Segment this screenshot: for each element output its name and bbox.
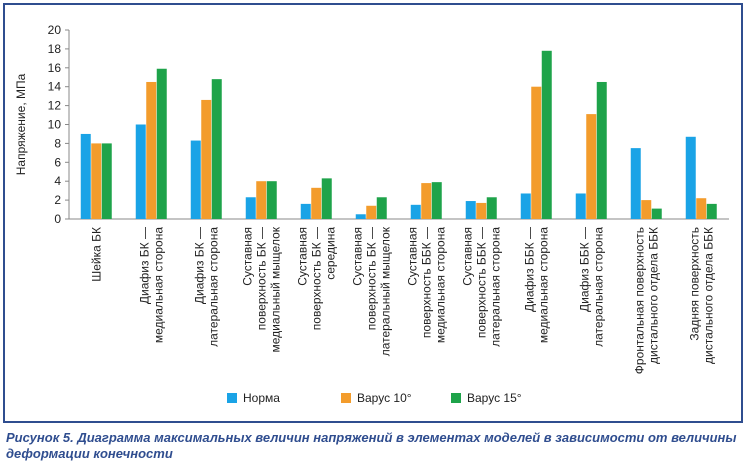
category-label: поверхность БК — <box>365 227 379 330</box>
bar-1-12 <box>685 136 696 219</box>
category-label: Фронтальная поверхность <box>633 227 647 374</box>
bar-2-10 <box>586 114 597 219</box>
bar-2-11 <box>641 200 652 219</box>
bar-1-2 <box>135 124 146 219</box>
category-label: Задняя поверхность <box>688 227 702 341</box>
bar-3-10 <box>596 81 607 219</box>
y-tick-label: 4 <box>54 174 61 188</box>
y-tick-label: 6 <box>54 155 61 169</box>
bar-3-5 <box>321 178 332 219</box>
y-tick-label: 16 <box>48 61 62 75</box>
category-label: Суставная <box>241 227 255 286</box>
legend-label: Норма <box>243 391 280 405</box>
bar-2-6 <box>366 205 377 219</box>
y-tick-label: 14 <box>48 80 62 94</box>
legend-label: Варус 10° <box>357 391 412 405</box>
category-label: Суставная <box>296 227 310 286</box>
category-label: медиальная сторона <box>537 227 551 343</box>
bar-2-2 <box>146 81 157 219</box>
bar-3-4 <box>266 181 277 219</box>
legend-swatch <box>227 393 237 403</box>
y-tick-label: 0 <box>54 212 61 226</box>
bar-2-9 <box>531 86 542 219</box>
bar-2-12 <box>696 198 707 219</box>
bar-3-2 <box>156 68 167 219</box>
category-label: Суставная <box>351 227 365 286</box>
bar-3-8 <box>486 197 497 219</box>
category-label: Суставная <box>461 227 475 286</box>
category-label: поверхность ББК — <box>475 227 489 338</box>
category-label: латеральная сторона <box>592 227 606 347</box>
bar-1-7 <box>410 204 421 219</box>
bar-1-9 <box>520 193 531 219</box>
chart-frame: 0 2 4 6 8 10 12 14 16 18 20 Напряжение, МПа Шейка БК… <box>3 3 743 423</box>
bar-1-4 <box>245 197 256 219</box>
category-label: дистального отдела ББК <box>647 227 661 364</box>
bar-3-6 <box>376 197 387 219</box>
y-tick-label: 18 <box>48 42 62 56</box>
y-axis-label: Напряжение, МПа <box>14 73 28 175</box>
bar-2-7 <box>421 183 432 219</box>
bar-3-12 <box>706 203 717 219</box>
bar-3-7 <box>431 182 442 219</box>
category-label: Шейка БК <box>90 227 104 282</box>
bar-3-3 <box>211 79 222 219</box>
y-tick-label: 10 <box>48 118 62 132</box>
category-label: поверхность БК — <box>310 227 324 330</box>
bar-1-5 <box>300 203 311 219</box>
category-label: середина <box>324 227 338 280</box>
y-tick-label: 8 <box>54 136 61 150</box>
bar-1-8 <box>465 201 476 219</box>
y-tick-label: 20 <box>48 23 62 37</box>
bar-3-1 <box>101 143 112 219</box>
category-label: Диафиз БК — <box>193 227 207 304</box>
bar-2-1 <box>91 143 102 219</box>
category-label: медиальная сторона <box>152 227 166 343</box>
y-tick-label: 2 <box>54 193 61 207</box>
bar-2-8 <box>476 202 487 219</box>
bar-3-9 <box>541 50 552 219</box>
bar-1-11 <box>630 148 641 219</box>
category-label: Диафиз БК — <box>138 227 152 304</box>
bar-1-6 <box>355 214 366 219</box>
legend-swatch <box>451 393 461 403</box>
category-label: Диафиз ББК — <box>578 227 592 312</box>
figure-caption: Рисунок 5. Диаграмма максимальных величи… <box>6 430 737 461</box>
category-label: Суставная <box>406 227 420 286</box>
category-label: медиальная сторона <box>434 227 448 343</box>
bar-1-10 <box>575 193 586 219</box>
y-tick-label: 12 <box>48 99 62 113</box>
category-label: латеральный мыщелок <box>379 226 393 356</box>
legend-swatch <box>341 393 351 403</box>
category-label: Диафиз ББК — <box>523 227 537 312</box>
bar-2-4 <box>256 181 267 219</box>
category-label: медиальный мыщелок <box>269 226 283 352</box>
bar-2-5 <box>311 187 322 219</box>
bar-chart: 0 2 4 6 8 10 12 14 16 18 20 Напряжение, МПа Шейка БК… <box>14 23 729 405</box>
bar-2-3 <box>201 99 212 219</box>
category-label: поверхность БК — <box>255 227 269 330</box>
bar-3-11 <box>651 208 662 219</box>
bar-1-3 <box>190 140 201 219</box>
category-label: латеральная сторона <box>207 227 221 347</box>
legend-label: Варус 15° <box>467 391 522 405</box>
category-label: дистального отдела ББК <box>702 227 716 364</box>
bar-1-1 <box>80 133 91 219</box>
category-label: поверхность ББК — <box>420 227 434 338</box>
category-label: латеральная сторона <box>489 227 503 347</box>
